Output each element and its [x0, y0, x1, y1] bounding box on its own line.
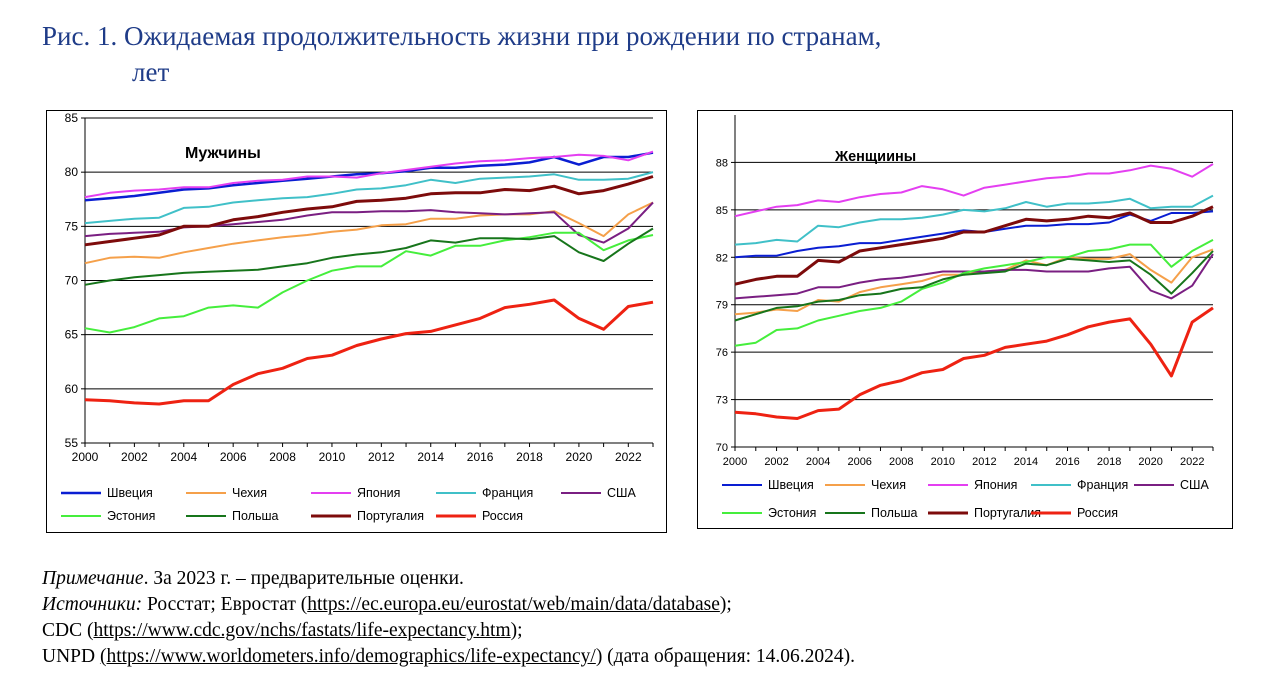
y-tick-label: 76: [716, 347, 728, 359]
y-tick-label: 73: [716, 395, 728, 407]
x-tick-label: 2000: [72, 450, 99, 464]
chart-panel-women: 70 73 76 79 82 85 88 2000 2002 2004 2006 2008 2010 20…: [697, 110, 1233, 529]
legend-label: Швеция: [768, 478, 814, 492]
x-tick-label: 2004: [806, 456, 830, 468]
x-tick-label: 2002: [121, 450, 148, 464]
x-tick-label: 2012: [368, 450, 395, 464]
cdc-prefix: CDC (: [42, 620, 94, 641]
x-tick-label: 2004: [170, 450, 197, 464]
x-tick-label: 2016: [1055, 456, 1079, 468]
note-line: Примечание. За 2023 г. – предварительные…: [42, 566, 855, 592]
series-line-1: [84, 201, 654, 265]
y-tick-label: 70: [716, 442, 728, 454]
x-tick-label: 2006: [220, 450, 247, 464]
y-tick-label: 85: [716, 205, 728, 217]
x-tick-label: 2002: [764, 456, 788, 468]
x-tick-label: 2018: [516, 450, 543, 464]
chart-panel-men: 55 60 65 70 75 80 85 2000 2002 2004 2006 2008 2010 20…: [46, 110, 667, 533]
legend-label: Польша: [871, 506, 917, 520]
legend-label: Португалия: [357, 509, 424, 523]
sources-line: Источники: Росстат; Евростат (https://ec…: [42, 592, 855, 618]
x-tick-label: 2020: [1138, 456, 1162, 468]
series-line-0: [84, 151, 654, 202]
figure-title-line1: Рис. 1. Ожидаемая продолжительность жизн…: [42, 21, 882, 51]
figure-title-line2: лет: [132, 57, 170, 87]
y-tick-label: 75: [65, 219, 79, 233]
legend-label: Япония: [357, 486, 400, 500]
x-tick-label: 2016: [467, 450, 494, 464]
y-tick-label: 65: [65, 328, 79, 342]
x-tick-label: 2018: [1097, 456, 1121, 468]
legend-label: Эстония: [768, 506, 816, 520]
after-cdc: );: [510, 620, 523, 641]
series-line-7: [84, 175, 654, 247]
after-unpd: ) (дата обращения: 14.06.2024).: [595, 646, 856, 667]
note-label: Примечание: [42, 568, 144, 589]
x-tick-label: 2000: [723, 456, 747, 468]
series-line-3: [84, 171, 654, 225]
chart-men-svg: 55 60 65 70 75 80 85 2000 2002 2004 2006 2008 2010 20…: [61, 111, 654, 523]
x-tick-label: 2008: [889, 456, 913, 468]
legend-label: Чехия: [871, 478, 906, 492]
unpd-link[interactable]: (https://www.worldometers.info/demograph…: [99, 646, 596, 667]
eurostat-link[interactable]: https://ec.europa.eu/eurostat/web/main/d…: [307, 594, 720, 615]
chart-title: Женщиины: [834, 149, 916, 165]
y-tick-label: 82: [716, 252, 728, 264]
legend-label: Польша: [232, 509, 278, 523]
y-tick-label: 60: [65, 382, 79, 396]
figure-notes: Примечание. За 2023 г. – предварительные…: [42, 566, 855, 670]
legend-label: Чехия: [232, 486, 267, 500]
legend-label: Россия: [482, 509, 523, 523]
sources-text: Росстат; Евростат (: [142, 594, 308, 615]
x-tick-label: 2022: [615, 450, 642, 464]
y-tick-label: 79: [716, 300, 728, 312]
series-line-5: [84, 231, 654, 334]
y-tick-label: 88: [716, 157, 728, 169]
x-tick-label: 2006: [847, 456, 871, 468]
x-tick-label: 2022: [1180, 456, 1204, 468]
series-line-7: [734, 205, 1214, 286]
x-tick-label: 2014: [1014, 456, 1038, 468]
y-tick-label: 85: [65, 111, 79, 125]
series-line-5: [734, 239, 1214, 347]
legend-label: Франция: [482, 486, 533, 500]
legend-label: Япония: [974, 478, 1017, 492]
series-line-4: [734, 253, 1214, 300]
series-line-6: [734, 250, 1214, 322]
x-tick-label: 2010: [931, 456, 955, 468]
note-text: . За 2023 г. – предварительные оценки.: [143, 568, 464, 589]
cdc-link[interactable]: https://www.cdc.gov/nchs/fastats/life-ex…: [93, 620, 511, 641]
legend-label: США: [1180, 478, 1209, 492]
sources-label: Источники:: [42, 594, 143, 615]
y-tick-label: 70: [65, 274, 79, 288]
y-tick-label: 55: [65, 436, 79, 450]
x-tick-label: 2020: [566, 450, 593, 464]
x-tick-label: 2008: [269, 450, 296, 464]
after-eurostat: );: [719, 594, 732, 615]
series-line-4: [84, 201, 654, 244]
figure-title: Рис. 1. Ожидаемая продолжительность жизн…: [42, 18, 881, 90]
x-tick-label: 2010: [319, 450, 346, 464]
legend-label: Россия: [1077, 506, 1118, 520]
series-line-3: [734, 194, 1214, 246]
unpd-line: UNPD (https://www.worldometers.info/demo…: [42, 644, 855, 670]
legend-label: Франция: [1077, 478, 1128, 492]
chart-women-svg: 70 73 76 79 82 85 88 2000 2002 2004 2006 2008 2010 20…: [716, 115, 1214, 520]
chart-title: Мужчины: [185, 145, 261, 162]
series-line-2: [84, 150, 654, 199]
x-tick-label: 2014: [417, 450, 444, 464]
series-line-2: [734, 163, 1214, 218]
y-tick-label: 80: [65, 165, 79, 179]
series-line-8: [84, 298, 654, 406]
legend-label: Эстония: [107, 509, 155, 523]
cdc-line: CDC (https://www.cdc.gov/nchs/fastats/li…: [42, 618, 855, 644]
series-line-8: [734, 306, 1214, 420]
legend-label: Португалия: [974, 506, 1041, 520]
legend-label: Швеция: [107, 486, 153, 500]
unpd-prefix: UNPD: [42, 646, 100, 667]
series-line-6: [84, 227, 654, 286]
legend-label: США: [607, 486, 636, 500]
x-tick-label: 2012: [972, 456, 996, 468]
